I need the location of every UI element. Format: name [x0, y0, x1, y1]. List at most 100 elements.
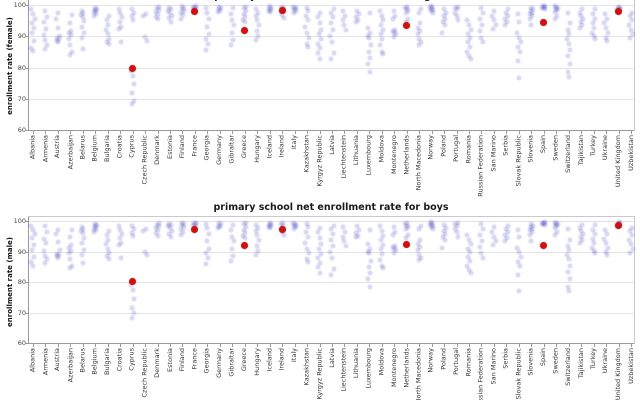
data-point — [467, 44, 472, 49]
data-point — [269, 5, 274, 10]
data-point — [141, 229, 146, 234]
data-point — [566, 226, 571, 231]
data-point — [156, 12, 161, 17]
x-tick-mark — [82, 131, 84, 134]
data-point — [269, 221, 274, 226]
x-tick-label-text: Ireland — [277, 348, 286, 371]
data-point — [543, 7, 548, 12]
x-axis-line — [28, 130, 634, 131]
data-point — [143, 12, 148, 17]
x-tick-label-text: Sweden — [551, 348, 560, 374]
data-point — [291, 10, 296, 15]
x-tick-label-text: Switzerland — [564, 135, 573, 173]
data-point — [144, 38, 149, 43]
x-tick-label-text: Poland — [439, 348, 448, 370]
data-point — [467, 237, 472, 242]
data-point — [418, 7, 423, 12]
data-point — [492, 8, 497, 13]
data-point — [315, 51, 320, 56]
x-axis-line — [28, 343, 634, 344]
data-point — [130, 7, 135, 12]
data-point — [230, 18, 235, 23]
data-point — [443, 10, 448, 15]
data-point — [179, 10, 184, 15]
data-point — [116, 7, 121, 12]
y-tick-label: 80 — [17, 278, 26, 286]
data-point — [156, 8, 161, 12]
data-point — [529, 229, 534, 234]
data-point — [317, 21, 322, 26]
x-tick-mark — [543, 344, 545, 347]
data-point — [43, 254, 48, 259]
data-point — [467, 54, 472, 59]
data-point — [379, 229, 384, 234]
data-point — [131, 234, 136, 239]
data-point — [66, 250, 71, 255]
data-point — [468, 35, 473, 40]
data-point — [70, 49, 75, 54]
data-point — [580, 238, 585, 243]
data-point — [331, 231, 336, 236]
data-point — [207, 231, 212, 236]
data-point — [181, 224, 186, 229]
data-point — [418, 237, 423, 242]
data-point — [540, 220, 545, 225]
data-point — [155, 17, 160, 22]
data-point — [156, 228, 161, 233]
data-point — [290, 220, 295, 225]
x-tick-label-text: Czech Republic — [140, 135, 149, 185]
data-point — [593, 36, 598, 41]
data-point — [31, 228, 35, 233]
data-point — [367, 30, 372, 35]
x-tick-mark — [170, 131, 172, 134]
data-point — [118, 227, 123, 232]
gridline — [28, 251, 634, 253]
data-point — [231, 38, 236, 43]
data-point — [465, 263, 470, 268]
data-point — [428, 5, 432, 10]
data-point — [67, 52, 72, 57]
x-tick-mark — [606, 344, 608, 347]
data-point — [628, 251, 633, 256]
data-point — [243, 231, 248, 236]
x-tick-label-text: Armenia — [40, 135, 49, 163]
data-point — [203, 261, 208, 266]
data-point — [67, 31, 72, 36]
data-point — [579, 229, 584, 234]
data-point — [490, 13, 495, 18]
data-point — [393, 32, 398, 37]
data-point — [516, 259, 521, 264]
data-point — [306, 44, 311, 49]
data-point — [452, 226, 457, 231]
x-tick-mark — [257, 344, 259, 347]
data-point — [566, 269, 571, 274]
data-point — [179, 7, 184, 12]
data-point — [367, 284, 372, 289]
highlight-point — [241, 27, 249, 35]
y-tick-label: 70 — [17, 308, 26, 317]
data-point — [31, 264, 35, 269]
data-point — [391, 225, 396, 230]
data-point — [578, 240, 583, 245]
data-point — [129, 14, 134, 19]
x-tick-label-text: Iceland — [265, 135, 274, 159]
data-point — [405, 4, 410, 9]
data-point — [268, 226, 273, 230]
x-tick-label-text: North Macedonia — [414, 348, 423, 400]
data-point — [305, 234, 310, 239]
data-point — [491, 18, 496, 23]
x-tick-label-text: Liechtenstein — [339, 348, 348, 392]
x-tick-mark — [493, 344, 495, 347]
data-point — [381, 18, 386, 23]
data-point — [67, 235, 72, 240]
data-point — [293, 225, 298, 230]
data-point — [540, 221, 545, 226]
data-point — [55, 35, 60, 40]
data-point — [290, 4, 295, 9]
data-point — [132, 81, 137, 86]
data-point — [589, 245, 594, 250]
data-point — [129, 316, 134, 321]
x-tick-mark — [244, 131, 246, 134]
x-tick-mark — [219, 131, 221, 134]
x-tick-mark — [145, 131, 147, 134]
